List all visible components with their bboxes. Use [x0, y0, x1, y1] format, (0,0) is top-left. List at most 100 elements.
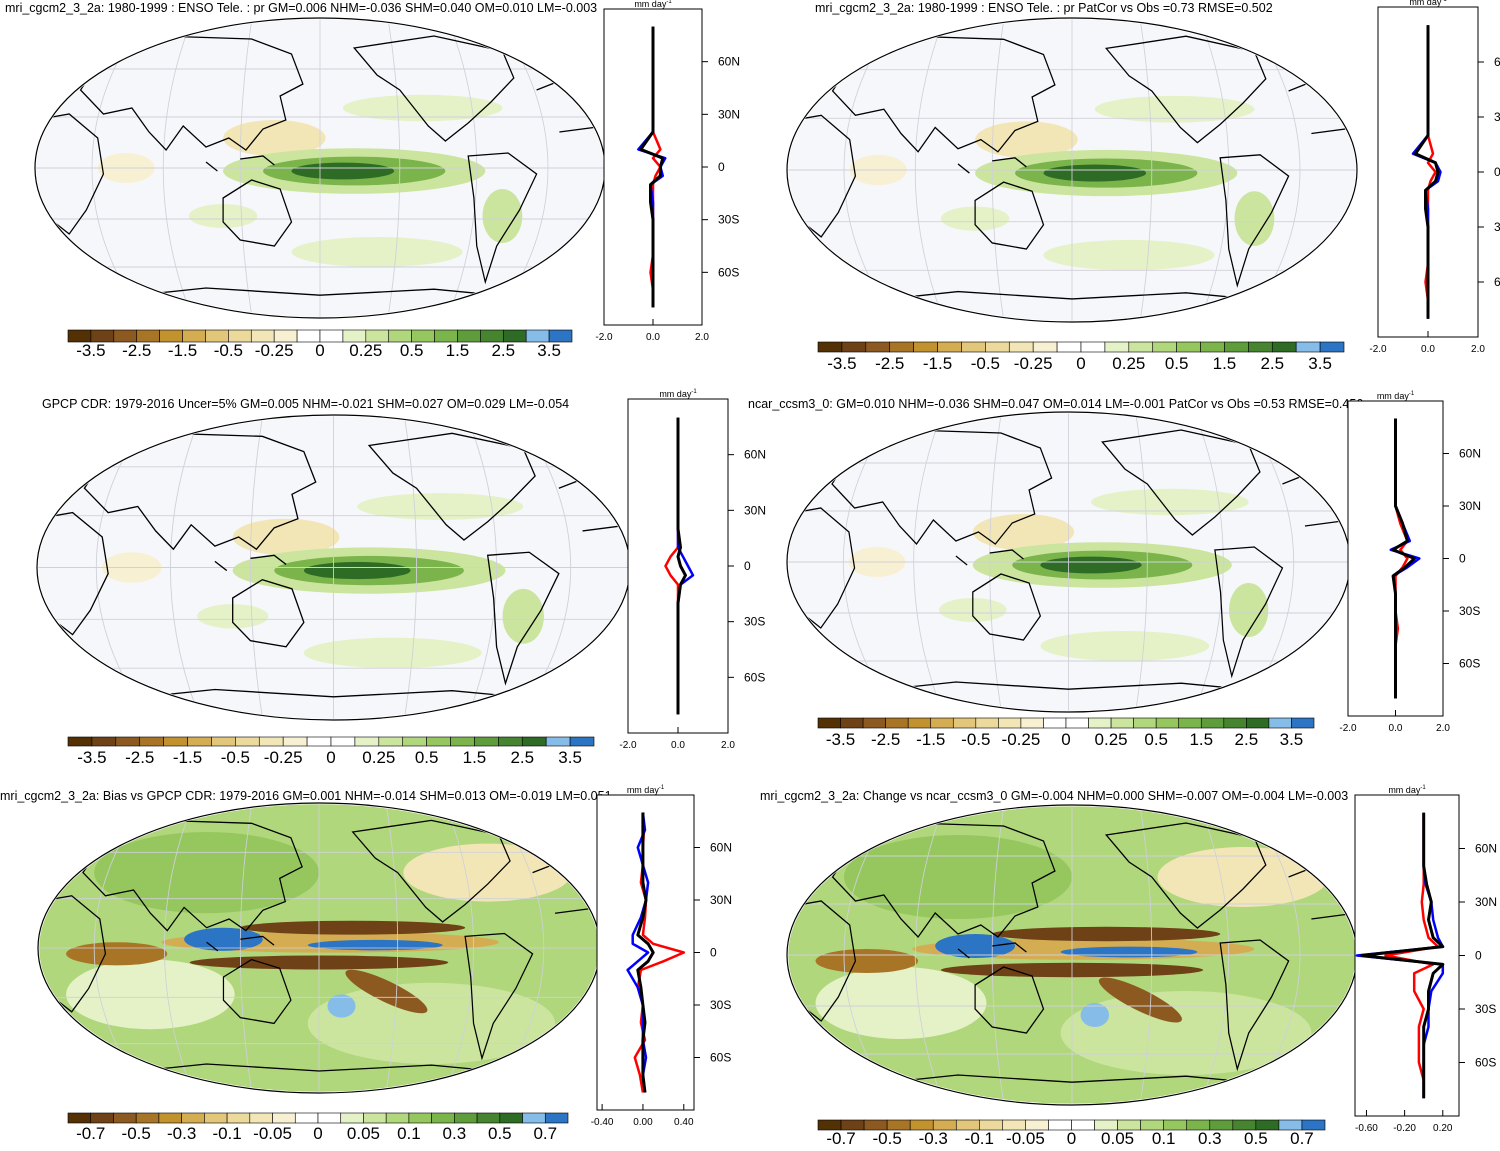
profile-line: [639, 26, 665, 308]
map: [786, 17, 1358, 323]
y-tick-label: 60N: [718, 55, 740, 69]
colorbar-box: [158, 1112, 182, 1124]
profile-line: [676, 417, 687, 715]
colorbar-box: [476, 1112, 501, 1124]
x-tick-label: -2.0: [595, 332, 613, 343]
units: mm day-1: [1388, 785, 1426, 795]
colorbar-box: [474, 736, 499, 747]
colorbar-label: 0.1: [1152, 1129, 1176, 1148]
colorbar-box: [135, 1112, 160, 1124]
colorbar-box: [378, 736, 404, 747]
colorbar-box: [402, 736, 427, 747]
colorbar-box: [1223, 717, 1247, 729]
colorbar-label: -0.7: [76, 1124, 105, 1143]
colorbar-label: 1.5: [1213, 354, 1237, 373]
colorbar-box: [1020, 717, 1044, 729]
colorbar-label: -1.5: [168, 341, 197, 360]
colorbar-box: [930, 717, 954, 729]
colorbar-box: [1178, 717, 1202, 729]
panel-title: mri_cgcm2_3_2a: Change vs ncar_ccsm3_0 G…: [760, 789, 1348, 803]
x-tick-label: 0.00: [633, 1117, 653, 1128]
colorbar-label: -0.3: [167, 1124, 196, 1143]
colorbar-box: [1246, 717, 1270, 729]
y-tick-label: 30S: [1494, 220, 1500, 234]
colorbar-label: -0.5: [872, 1129, 901, 1148]
colorbar-label: 0.5: [1144, 730, 1168, 749]
colorbar-label: 0.7: [1290, 1129, 1314, 1148]
colorbar-label: -0.5: [122, 1124, 151, 1143]
colorbar-label: -0.1: [965, 1129, 994, 1148]
map: [786, 411, 1351, 713]
colorbar-box: [522, 1112, 546, 1124]
colorbar-box: [354, 736, 380, 747]
colorbar-label: -0.5: [961, 730, 990, 749]
profile-line: [1414, 25, 1440, 319]
colorbar-box: [889, 341, 914, 353]
units: mm day-1: [1377, 391, 1415, 401]
y-tick-label: 0: [1494, 165, 1500, 179]
colorbar-label: 0.5: [1165, 354, 1189, 373]
colorbar-box: [1271, 341, 1297, 353]
colorbar-label: 0: [1076, 354, 1085, 373]
y-tick-label: 60S: [1475, 1056, 1496, 1070]
colorbar-box: [67, 736, 93, 747]
colorbar-box: [1200, 341, 1225, 353]
colorbar-box: [1291, 717, 1315, 729]
y-tick-label: 30N: [744, 503, 766, 517]
y-tick-label: 60S: [718, 265, 739, 279]
colorbar-box: [862, 717, 886, 729]
profile-line: [636, 812, 655, 1093]
y-tick-label: 60N: [710, 841, 732, 855]
units: mm day-1: [627, 785, 665, 795]
units-exp: -1: [1420, 785, 1426, 791]
map: [37, 802, 601, 1094]
colorbar-label: 0.25: [1112, 354, 1145, 373]
x-tick-label: 0.0: [1389, 723, 1403, 734]
x-tick-label: 2.0: [721, 740, 735, 751]
colorbar-box: [294, 1112, 319, 1124]
colorbar-label: 0: [1061, 730, 1070, 749]
colorbar-box: [1133, 717, 1157, 729]
colorbar-box: [1268, 717, 1292, 729]
units-base: mm day: [627, 785, 660, 795]
colorbar-label: 2.5: [491, 341, 515, 360]
units: mm day-1: [659, 389, 697, 399]
panel-title: mri_cgcm2_3_2a: 1980-1999 : ENSO Tele. :…: [815, 1, 1273, 15]
colorbar-box: [282, 736, 308, 747]
y-tick-label: 30N: [1459, 499, 1481, 513]
colorbar-box: [521, 736, 547, 747]
colorbar-box: [226, 1112, 251, 1124]
colorbar-label: -0.7: [826, 1129, 855, 1148]
colorbar-box: [113, 1112, 137, 1124]
colorbar-box: [1043, 717, 1067, 729]
colorbar-box: [907, 717, 932, 729]
colorbar-label: -2.5: [871, 730, 900, 749]
x-tick-label: -2.0: [1339, 723, 1357, 734]
units-base: mm day: [1388, 785, 1421, 795]
colorbar-label: 3.5: [1280, 730, 1304, 749]
x-tick-label: -0.60: [1355, 1123, 1378, 1134]
profile-line: [1391, 418, 1416, 699]
panel-title: GPCP CDR: 1979-2016 Uncer=5% GM=0.005 NH…: [42, 397, 569, 411]
colorbar-label: 1.5: [446, 341, 470, 360]
colorbar-box: [211, 736, 236, 747]
x-tick-label: 0.0: [671, 740, 685, 751]
colorbar-box: [548, 329, 573, 343]
units-exp: -1: [1441, 0, 1447, 3]
colorbar-box: [544, 1112, 569, 1124]
colorbar-box: [90, 1112, 114, 1124]
colorbar-box: [330, 736, 356, 747]
colorbar-label: 0.3: [443, 1124, 467, 1143]
colorbar-box: [961, 341, 986, 353]
colorbar-box: [952, 717, 977, 729]
colorbar-label: -1.5: [916, 730, 945, 749]
y-tick-label: 0: [744, 559, 751, 573]
y-tick-label: 30S: [710, 998, 731, 1012]
colorbar-box: [67, 1112, 92, 1124]
colorbar-box: [1200, 717, 1225, 729]
colorbar-label: -0.25: [1014, 354, 1053, 373]
x-tick-label: -0.40: [591, 1117, 614, 1128]
units-exp: -1: [1409, 391, 1415, 397]
colorbar-label: -0.5: [221, 748, 250, 767]
colorbar-box: [545, 736, 571, 747]
